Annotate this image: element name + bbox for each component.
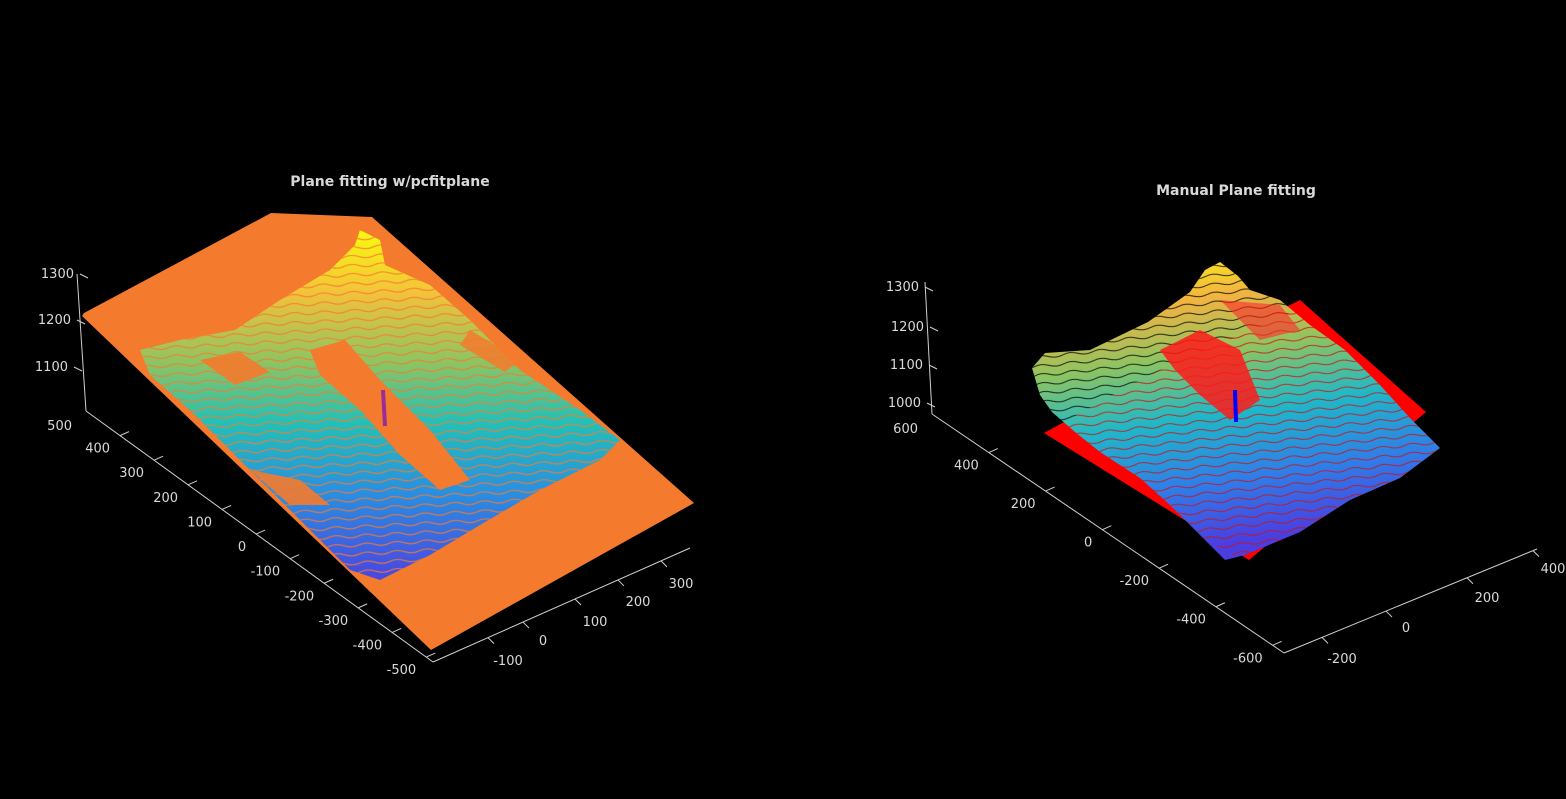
left-x-tick-label: 0 bbox=[539, 634, 547, 649]
left-y-tick bbox=[357, 603, 368, 609]
right-x-tick-label: 200 bbox=[1475, 591, 1500, 606]
right-y-tick-label: -600 bbox=[1233, 651, 1263, 666]
right-y-tick-label: -400 bbox=[1176, 613, 1206, 628]
left-x-tick bbox=[660, 560, 668, 568]
left-y-tick-label: 100 bbox=[187, 515, 212, 530]
right-y-axis-line bbox=[931, 413, 1285, 654]
right-chart-title: Manual Plane fitting bbox=[1156, 183, 1316, 199]
left-x-tick bbox=[522, 621, 530, 629]
right-z-tick bbox=[926, 402, 936, 408]
right-x-tick-label: 0 bbox=[1402, 621, 1410, 636]
right-y-tick bbox=[1045, 486, 1055, 492]
left-z-axis-line bbox=[76, 273, 87, 412]
right-axis-ticks: 1000 1100 1200 1300 600 400 200 0 -200 -400 -600 -2… bbox=[886, 280, 1566, 667]
right-x-tick-label: -200 bbox=[1327, 652, 1357, 667]
right-z-tick-label: 1100 bbox=[890, 358, 923, 373]
right-y-tick-label: 0 bbox=[1084, 536, 1092, 551]
right-y-tick-label: 200 bbox=[1011, 497, 1036, 512]
left-x-tick-label: 100 bbox=[583, 615, 608, 630]
right-z-tick-label: 1000 bbox=[888, 396, 921, 411]
left-y-tick-label: -400 bbox=[353, 638, 383, 653]
left-x-tick bbox=[617, 579, 625, 587]
left-y-tick bbox=[221, 504, 232, 510]
left-z-tick-label: 1200 bbox=[38, 313, 71, 328]
left-normal-vector bbox=[381, 389, 387, 427]
right-normal-vector bbox=[1233, 389, 1238, 423]
left-y-tick-label: -300 bbox=[319, 614, 349, 629]
left-y-tick-label: -200 bbox=[285, 589, 315, 604]
left-x-tick bbox=[487, 637, 495, 644]
right-z-tick bbox=[928, 364, 938, 370]
right-x-tick-label: 400 bbox=[1541, 562, 1566, 577]
left-x-tick-label: -100 bbox=[493, 654, 523, 669]
left-y-top-tick-label: 500 bbox=[47, 419, 72, 434]
left-y-tick bbox=[391, 628, 402, 633]
left-y-tick-label: -100 bbox=[251, 565, 281, 580]
right-z-tick-label: 1300 bbox=[886, 280, 919, 295]
left-axis-ticks: 1100 1200 1300 500 400 300 200 100 0 -100 -200 -300… bbox=[35, 267, 694, 678]
left-y-tick-label: 300 bbox=[119, 466, 144, 481]
right-y-tick bbox=[1102, 525, 1112, 531]
left-chart-title: Plane fitting w/pcfitplane bbox=[290, 174, 489, 190]
left-y-tick-label: 0 bbox=[238, 540, 246, 555]
left-x-axis-line bbox=[432, 547, 691, 663]
left-x-tick bbox=[574, 598, 582, 606]
right-z-axis-line bbox=[924, 281, 933, 415]
left-z-tick bbox=[73, 366, 83, 372]
left-x-tick-label: 200 bbox=[626, 595, 651, 610]
left-y-tick-label: -500 bbox=[387, 663, 417, 678]
right-y-tick bbox=[1158, 563, 1169, 569]
right-x-tick bbox=[1321, 637, 1329, 644]
left-z-tick-label: 1100 bbox=[35, 360, 68, 375]
left-3d-axes: Plane fitting w/pcfitplane 1100 1200 1300 5… bbox=[35, 174, 694, 678]
right-z-tick bbox=[929, 326, 939, 332]
right-y-tick bbox=[988, 448, 998, 454]
right-z-tick-label: 1200 bbox=[891, 320, 924, 335]
left-y-tick bbox=[323, 578, 334, 584]
right-point-cloud bbox=[1032, 262, 1440, 560]
right-x-tick bbox=[1385, 610, 1393, 618]
left-y-tick bbox=[153, 455, 164, 461]
right-y-top-tick-label: 600 bbox=[893, 422, 918, 437]
left-y-tick bbox=[425, 652, 436, 658]
left-z-tick bbox=[79, 273, 89, 279]
left-y-axis-line bbox=[85, 410, 434, 663]
left-y-tick-label: 200 bbox=[153, 491, 178, 506]
right-3d-axes: Manual Plane fitting 1000 1100 1200 1300 600… bbox=[886, 183, 1566, 667]
left-z-tick-label: 1300 bbox=[41, 267, 74, 282]
left-y-tick-label: 400 bbox=[85, 442, 110, 457]
right-x-tick bbox=[1532, 550, 1540, 557]
right-y-tick bbox=[1215, 602, 1226, 608]
right-x-tick bbox=[1466, 577, 1474, 585]
left-y-tick bbox=[255, 529, 266, 535]
left-x-tick-label: 300 bbox=[669, 577, 694, 592]
right-y-tick-label: 400 bbox=[954, 459, 979, 474]
left-y-tick bbox=[119, 431, 130, 437]
left-y-tick bbox=[289, 554, 300, 560]
left-y-tick bbox=[187, 480, 198, 486]
right-y-tick-label: -200 bbox=[1120, 574, 1150, 589]
right-z-tick bbox=[924, 286, 934, 292]
left-z-tick bbox=[76, 319, 86, 325]
left-point-cloud bbox=[140, 230, 620, 580]
right-y-tick bbox=[1272, 640, 1282, 646]
right-x-axis-line bbox=[1283, 548, 1538, 654]
